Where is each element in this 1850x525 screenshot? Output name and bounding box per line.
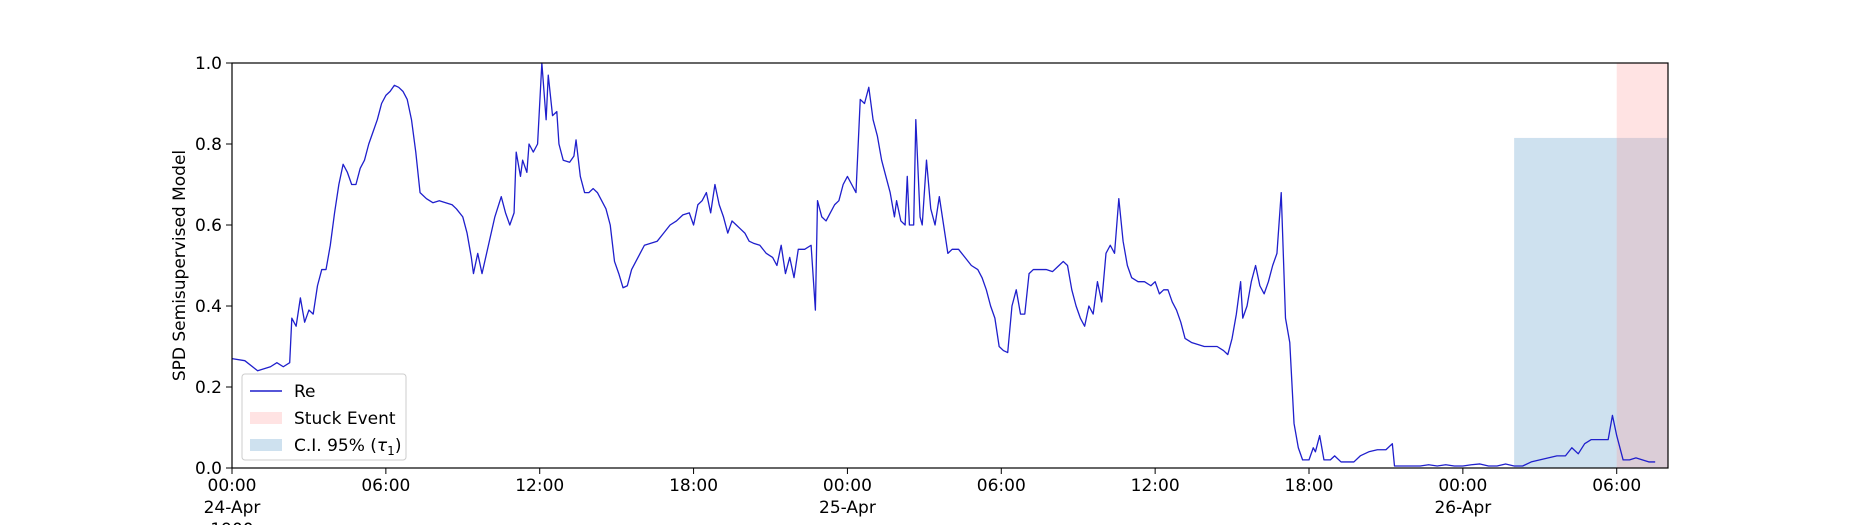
x-tick-date-label: 26-Apr xyxy=(1434,498,1491,518)
y-tick-label: 1.0 xyxy=(195,54,222,74)
legend-swatch-patch xyxy=(250,439,282,451)
legend-label: Stuck Event xyxy=(294,409,396,429)
x-tick-label: 12:00 xyxy=(1131,476,1180,496)
y-tick-label: 0.0 xyxy=(195,459,222,479)
y-axis: 0.0 0.2 0.4 0.6 0.8 1.0 xyxy=(195,54,232,479)
x-tick-label: 00:00 xyxy=(1438,476,1487,496)
y-tick-label: 0.2 xyxy=(195,378,222,398)
shaded-bands xyxy=(1514,63,1668,469)
legend-swatch-patch xyxy=(250,412,282,424)
x-tick-year-label: 1900 xyxy=(210,520,253,525)
y-axis-label: SPD Semisupervised Model xyxy=(170,150,190,381)
y-tick-label: 0.4 xyxy=(195,297,222,317)
x-axis: 00:0024-Apr190006:0012:0018:0000:0025-Ap… xyxy=(204,468,1641,525)
x-tick-label: 12:00 xyxy=(515,476,564,496)
y-tick-label: 0.6 xyxy=(195,216,222,236)
x-tick-date-label: 25-Apr xyxy=(819,498,876,518)
x-tick-label: 06:00 xyxy=(1592,476,1641,496)
x-tick-label: 06:00 xyxy=(977,476,1026,496)
legend: Re Stuck Event C.I. 95% (τ1) xyxy=(241,373,407,461)
legend-label: Re xyxy=(294,382,316,402)
x-tick-date-label: 24-Apr xyxy=(204,498,261,518)
plot-frame xyxy=(231,62,1669,469)
y-tick-label: 0.8 xyxy=(195,135,222,155)
legend-box xyxy=(241,373,407,461)
series-line-re xyxy=(231,62,1656,467)
x-tick-label: 18:00 xyxy=(1285,476,1334,496)
x-tick-label: 00:00 xyxy=(208,476,257,496)
x-tick-label: 18:00 xyxy=(669,476,718,496)
series-lines xyxy=(231,62,1656,467)
band-stuck-event xyxy=(1616,63,1668,468)
legend-label: C.I. 95% (τ1) xyxy=(294,436,401,458)
band-confidence-interval xyxy=(1514,137,1668,469)
x-tick-label: 06:00 xyxy=(361,476,410,496)
x-tick-label: 00:00 xyxy=(823,476,872,496)
